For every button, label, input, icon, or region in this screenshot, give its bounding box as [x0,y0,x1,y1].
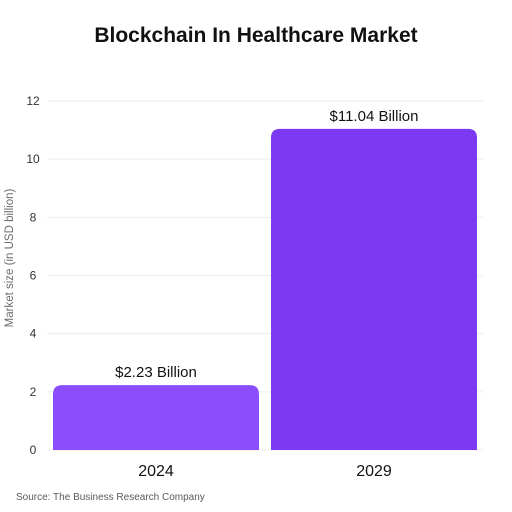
source-note: Source: The Business Research Company [16,492,205,503]
data-labels: $2.23 Billion $11.04 Billion [115,108,418,381]
bar-2029[interactable] [271,128,477,451]
x-category-label-2024: 2024 [138,463,174,480]
x-category-label-2029: 2029 [356,463,392,480]
y-tick-label-4: 4 [30,327,37,341]
y-tick-label-12: 12 [26,94,40,108]
y-tick-label-8: 8 [30,210,37,224]
bar-2024[interactable] [53,385,259,450]
data-label-2024: $2.23 Billion [115,364,197,381]
y-tick-label-2: 2 [30,385,37,399]
y-axis-ticks: 0 2 4 6 8 10 12 [26,94,40,457]
y-tick-label-10: 10 [26,152,40,166]
chart-title: Blockchain In Healthcare Market [94,24,418,47]
bars [53,128,477,451]
data-label-2029: $11.04 Billion [330,108,419,125]
x-axis-categories: 2024 2029 [138,463,392,480]
y-tick-label-6: 6 [30,269,37,283]
y-tick-label-0: 0 [30,443,37,457]
